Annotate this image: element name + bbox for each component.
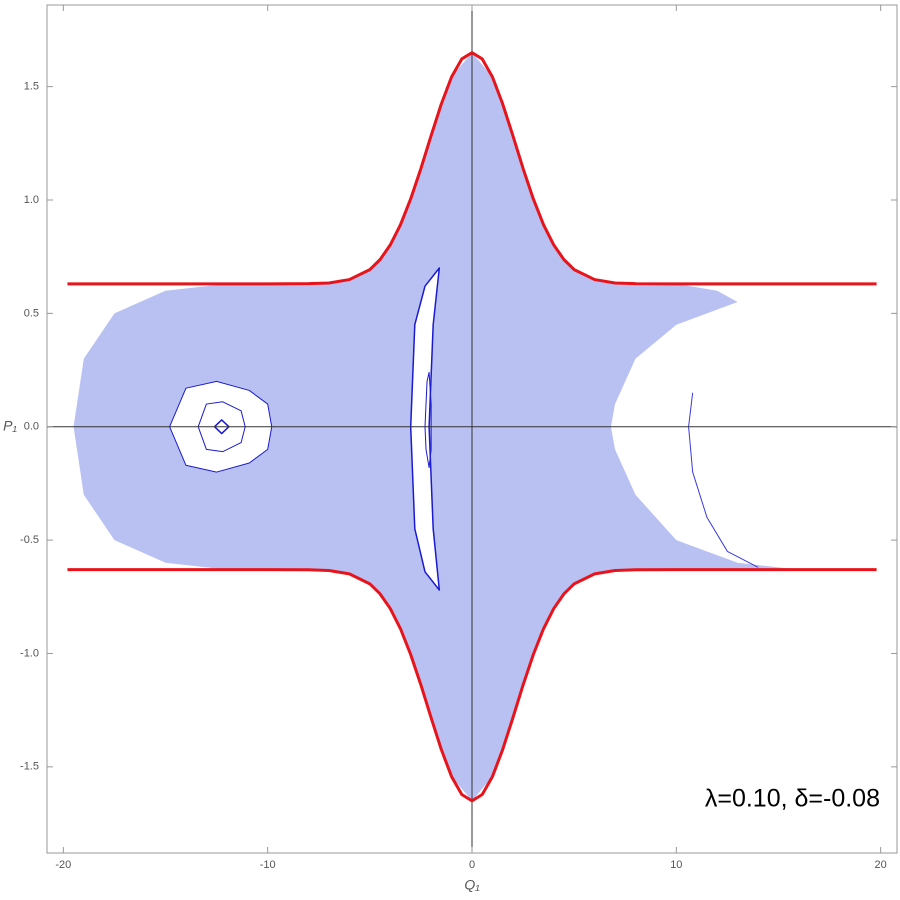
x-tick-label: -10 — [260, 859, 276, 871]
x-axis-label: Q₁ — [464, 877, 480, 893]
y-tick-label: 0.5 — [24, 307, 39, 319]
curve — [67, 51, 877, 286]
y-tick-label: -1.5 — [20, 761, 39, 773]
curve — [67, 568, 877, 803]
y-tick-label: 1.5 — [24, 81, 39, 93]
y-tick-label: 1.0 — [24, 194, 39, 206]
y-tick-label: -0.5 — [20, 534, 39, 546]
x-tick-label: 0 — [469, 859, 475, 871]
x-tick-label: 10 — [670, 859, 682, 871]
curve — [688, 392, 759, 568]
y-tick-label: 0.0 — [24, 421, 39, 433]
x-tick-label: -20 — [55, 859, 71, 871]
y-tick-label: -1.0 — [20, 647, 39, 659]
x-tick-label: 20 — [875, 859, 887, 871]
parameter-annotation: λ=0.10, δ=-0.08 — [705, 785, 880, 813]
y-axis-label: P₁ — [3, 418, 17, 434]
